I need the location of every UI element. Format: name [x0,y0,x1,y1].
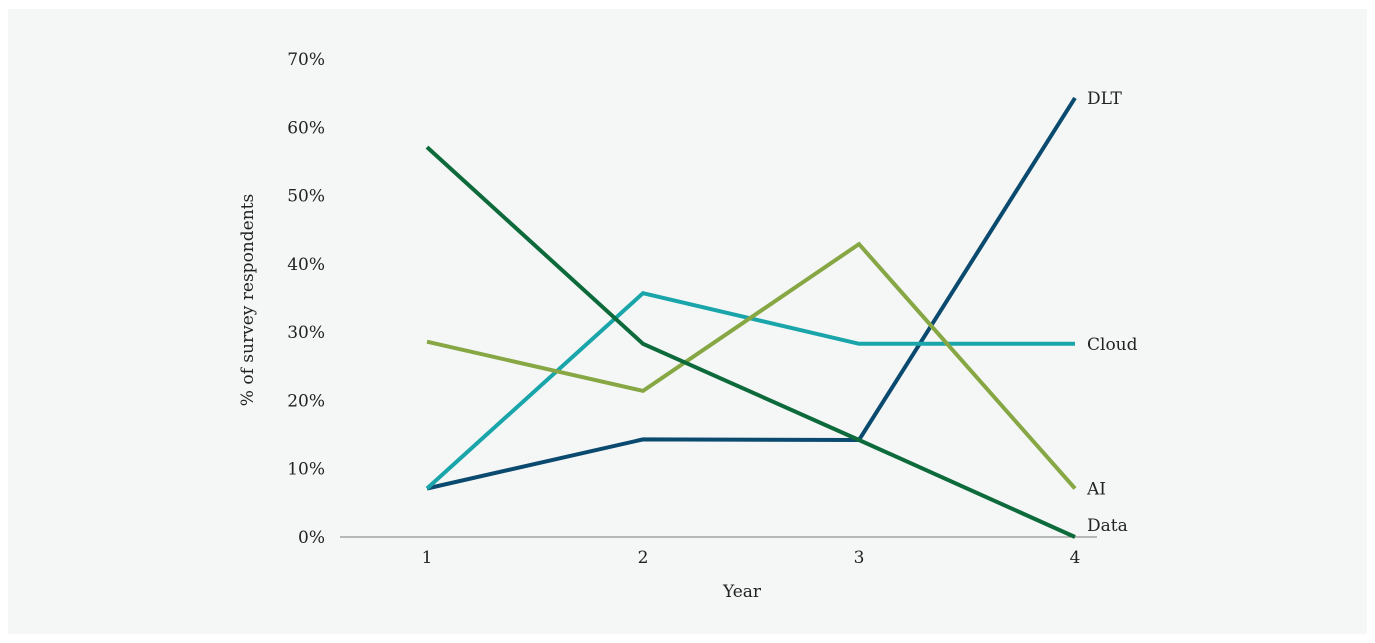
y-tick-label: 0% [298,528,325,548]
series-line-data [425,145,1076,539]
x-axis-ticks: 1 2 3 4 [422,548,1081,568]
y-axis-ticks: 0% 10% 20% 30% 40% 50% 60% 70% [287,50,325,548]
y-tick-label: 30% [287,323,325,343]
chart-panel [8,9,1367,634]
series-end-labels: DLT Cloud AI Data [1086,89,1138,536]
y-tick-label: 70% [287,50,325,70]
y-tick-label: 50% [287,187,325,207]
y-tick-label: 20% [287,391,325,411]
y-axis-title: % of survey respondents [238,194,258,406]
y-tick-label: 60% [287,118,325,138]
series-lines [425,96,1077,539]
x-tick-label: 3 [854,548,865,568]
x-tick-label: 2 [638,548,649,568]
series-label-ai: AI [1086,480,1106,500]
series-line-dlt [426,96,1077,491]
x-tick-label: 1 [422,548,433,568]
x-axis-title: Year [722,582,762,602]
y-tick-label: 40% [287,255,325,275]
y-tick-label: 10% [287,460,325,480]
x-tick-label: 4 [1070,548,1081,568]
series-line-ai [426,241,1077,490]
series-label-dlt: DLT [1087,89,1123,109]
series-label-data: Data [1087,516,1128,536]
series-label-cloud: Cloud [1087,335,1138,355]
